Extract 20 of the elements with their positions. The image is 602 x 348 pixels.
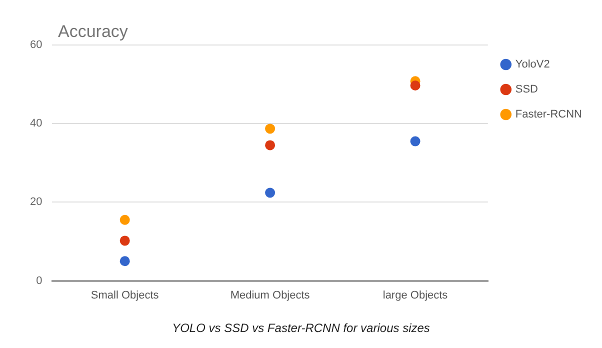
legend-label: Faster-RCNN: [515, 108, 582, 121]
point: [120, 256, 130, 266]
x-tick-label: Small Objects: [90, 289, 160, 302]
chart-title: Accuracy: [58, 22, 128, 42]
point: [120, 236, 130, 246]
point: [120, 214, 130, 225]
y-tick-label: 60: [30, 39, 42, 52]
y-tick-label: 0: [36, 274, 42, 287]
y-tick-label: 40: [30, 118, 42, 130]
legend-label: YoloV2: [515, 58, 550, 71]
x-tick-label: large Objects: [382, 289, 448, 302]
text: YOLO vs SSD vs Faster-RCNN for various sizes: [171, 321, 431, 335]
point: [265, 188, 276, 198]
legend-label: SSD: [515, 84, 538, 96]
point: [265, 140, 276, 150]
point: [410, 80, 420, 90]
point: [410, 136, 420, 146]
point: [265, 124, 276, 134]
y-tick-label: 20: [30, 196, 42, 208]
x-tick-label: Medium Objects: [230, 289, 310, 302]
